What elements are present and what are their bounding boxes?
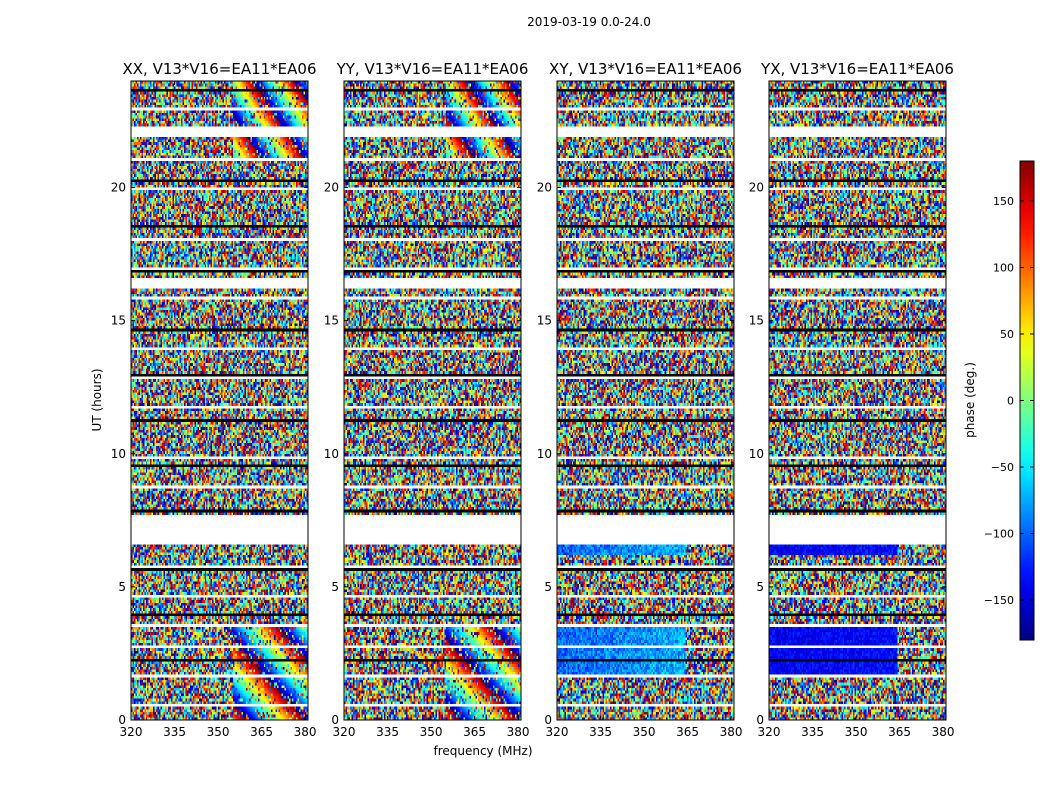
y-tick-label: 20 bbox=[537, 181, 552, 195]
y-tick-label: 5 bbox=[331, 580, 339, 594]
panel-3: XY, V13*V16=EA11*EA06 320 335 350 365 380 0 5 10… bbox=[537, 60, 743, 739]
axes-frame bbox=[130, 80, 309, 721]
panels: XX, V13*V16=EA11*EA06 320 335 350 365 380 0 5 10… bbox=[111, 60, 955, 739]
y-tick-label: 0 bbox=[118, 713, 126, 727]
y-tick-label: 5 bbox=[756, 580, 764, 594]
x-tick-label: 335 bbox=[589, 725, 612, 739]
y-tick-label: 15 bbox=[111, 314, 126, 328]
y-tick-label: 0 bbox=[331, 713, 339, 727]
heatmap-image bbox=[769, 81, 946, 720]
y-tick-label: 15 bbox=[537, 314, 552, 328]
x-tick-label: 380 bbox=[720, 725, 743, 739]
colorbar-tick-label: −100 bbox=[984, 528, 1014, 541]
colorbar-tick-label: 100 bbox=[993, 261, 1014, 274]
x-tick-label: 350 bbox=[633, 725, 656, 739]
x-tick-label: 320 bbox=[333, 725, 356, 739]
x-tick-label: 350 bbox=[420, 725, 443, 739]
x-tick-label: 350 bbox=[845, 725, 868, 739]
y-tick-label: 5 bbox=[544, 580, 552, 594]
x-tick-label: 335 bbox=[376, 725, 399, 739]
x-axis-label: frequency (MHz) bbox=[433, 744, 532, 758]
colorbar-tick-label: −150 bbox=[984, 594, 1014, 607]
figure-suptitle: 2019-03-19 0.0-24.0 bbox=[527, 15, 651, 29]
heatmap-image bbox=[557, 81, 734, 720]
y-tick-label: 0 bbox=[756, 713, 764, 727]
axes-frame bbox=[343, 80, 522, 721]
panel-1: XX, V13*V16=EA11*EA06 320 335 350 365 380 0 5 10… bbox=[111, 60, 317, 739]
y-tick-label: 20 bbox=[749, 181, 764, 195]
x-tick-label: 380 bbox=[932, 725, 955, 739]
x-tick-label: 365 bbox=[250, 725, 273, 739]
y-tick-label: 20 bbox=[111, 181, 126, 195]
x-tick-label: 335 bbox=[801, 725, 824, 739]
y-axis-label: UT (hours) bbox=[90, 368, 104, 431]
heatmap-image bbox=[131, 81, 308, 720]
panel-title: XY, V13*V16=EA11*EA06 bbox=[549, 60, 742, 78]
y-tick-label: 10 bbox=[324, 447, 339, 461]
x-tick-label: 365 bbox=[888, 725, 911, 739]
heatmap-image bbox=[344, 81, 521, 720]
x-tick-label: 365 bbox=[676, 725, 699, 739]
x-tick-label: 365 bbox=[463, 725, 486, 739]
colorbar-label: phase (deg.) bbox=[963, 362, 977, 438]
y-tick-label: 5 bbox=[118, 580, 126, 594]
panel-title: YX, V13*V16=EA11*EA06 bbox=[760, 60, 954, 78]
y-tick-label: 0 bbox=[544, 713, 552, 727]
colorbar-tick-label: 50 bbox=[1000, 328, 1014, 341]
y-tick-label: 10 bbox=[537, 447, 552, 461]
axes-frame bbox=[556, 80, 735, 721]
y-tick-label: 15 bbox=[324, 314, 339, 328]
panel-4: YX, V13*V16=EA11*EA06 320 335 350 365 380 0 5 10… bbox=[749, 60, 955, 739]
x-tick-label: 320 bbox=[120, 725, 143, 739]
y-tick-label: 10 bbox=[111, 447, 126, 461]
y-tick-label: 10 bbox=[749, 447, 764, 461]
x-tick-label: 380 bbox=[294, 725, 317, 739]
y-tick-label: 20 bbox=[324, 181, 339, 195]
x-tick-label: 320 bbox=[758, 725, 781, 739]
x-tick-label: 380 bbox=[507, 725, 530, 739]
y-tick-label: 15 bbox=[749, 314, 764, 328]
axes-frame bbox=[768, 80, 947, 721]
colorbar-tick-label: 150 bbox=[993, 195, 1014, 208]
colorbar-tick-label: 0 bbox=[1007, 395, 1014, 408]
x-tick-label: 350 bbox=[207, 725, 230, 739]
colorbar: 150 100 50 0 −50 −100 −150 bbox=[984, 160, 1035, 641]
x-tick-label: 320 bbox=[546, 725, 569, 739]
panel-2: YY, V13*V16=EA11*EA06 320 335 350 365 380 0 5 10… bbox=[324, 60, 530, 739]
panel-title: XX, V13*V16=EA11*EA06 bbox=[122, 60, 316, 78]
panel-title: YY, V13*V16=EA11*EA06 bbox=[336, 60, 529, 78]
x-tick-label: 335 bbox=[163, 725, 186, 739]
colorbar-tick-label: −50 bbox=[991, 461, 1014, 474]
